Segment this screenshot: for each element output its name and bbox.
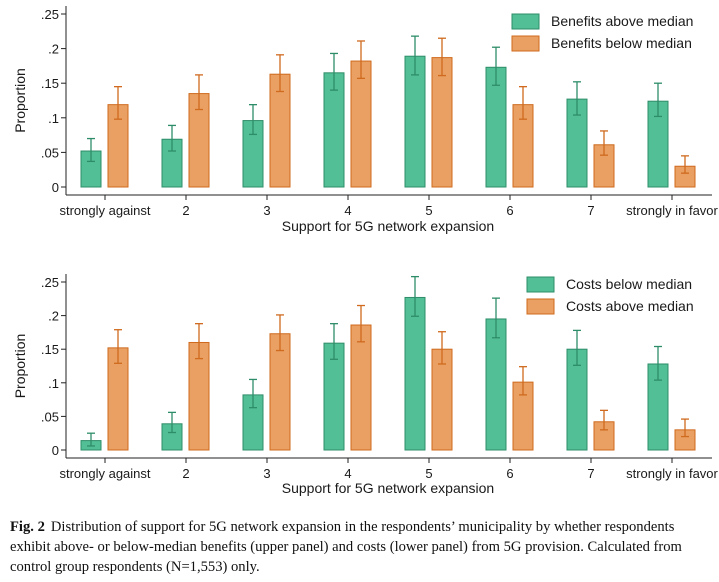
x-tick-label: 5 [425,203,432,218]
x-tick-label: 4 [344,203,351,218]
y-tick-label: .25 [41,275,59,290]
y-tick-label: .2 [48,309,59,324]
x-tick-label: 5 [425,466,432,481]
bar-orange [350,324,372,451]
legend-swatch-green [526,276,555,293]
legend-swatch-orange [526,298,555,315]
x-tick-label: strongly against [59,466,150,481]
bar-green [404,55,426,188]
bar-green [485,318,507,451]
x-tick-label: 7 [587,203,594,218]
x-tick-label: strongly in favor [626,203,718,218]
upper-panel-chart: 0 .05 .1 .15 .2 .25 Proportion strongly against… [12,6,719,234]
x-tick-label: 4 [344,466,351,481]
y-tick-label: .1 [48,111,59,126]
x-axis-title: Support for 5G network expansion [282,480,494,496]
y-tick-label: 0 [52,180,59,195]
caption-label: Fig. 2 [10,519,45,535]
x-tick-label: strongly against [59,203,150,218]
x-tick-label: 3 [263,466,270,481]
y-axis-title: Proportion [12,68,28,133]
legend: Benefits above median Benefits below medi… [511,13,693,52]
y-tick-label: .2 [48,42,59,57]
x-tick-label: 2 [182,466,189,481]
x-tick-label: 6 [506,466,513,481]
bar-green [404,296,426,451]
x-tick-label: strongly in favor [626,466,718,481]
legend-label: Benefits above median [551,13,693,29]
bar-orange [431,57,453,188]
legend-swatch-orange [511,35,540,52]
x-tick-label: 3 [263,203,270,218]
y-axis-title: Proportion [12,334,28,399]
y-tick-label: .05 [41,145,59,160]
x-tick-label: 6 [506,203,513,218]
legend-label: Costs below median [566,276,692,292]
y-tick-label: .25 [41,7,59,22]
bar-orange [350,60,372,188]
x-tick-label: 7 [587,466,594,481]
y-tick-label: .15 [41,342,59,357]
y-tick-label: .15 [41,76,59,91]
y-tick-label: .05 [41,409,59,424]
legend-label: Costs above median [566,298,694,314]
y-tick-label: 0 [52,443,59,458]
lower-panel-chart: 0 .05 .1 .15 .2 .25 Proportion strongly against… [12,274,719,496]
figure-caption: Fig. 2 Distribution of support for 5G net… [10,517,710,577]
legend: Costs below median Costs above median [526,276,694,315]
legend-swatch-green [511,13,540,30]
x-tick-label: 2 [182,203,189,218]
legend-label: Benefits below median [551,35,692,51]
y-tick-label: .1 [48,376,59,391]
caption-text: Distribution of support for 5G network e… [10,519,682,575]
x-axis-title: Support for 5G network expansion [282,218,494,234]
